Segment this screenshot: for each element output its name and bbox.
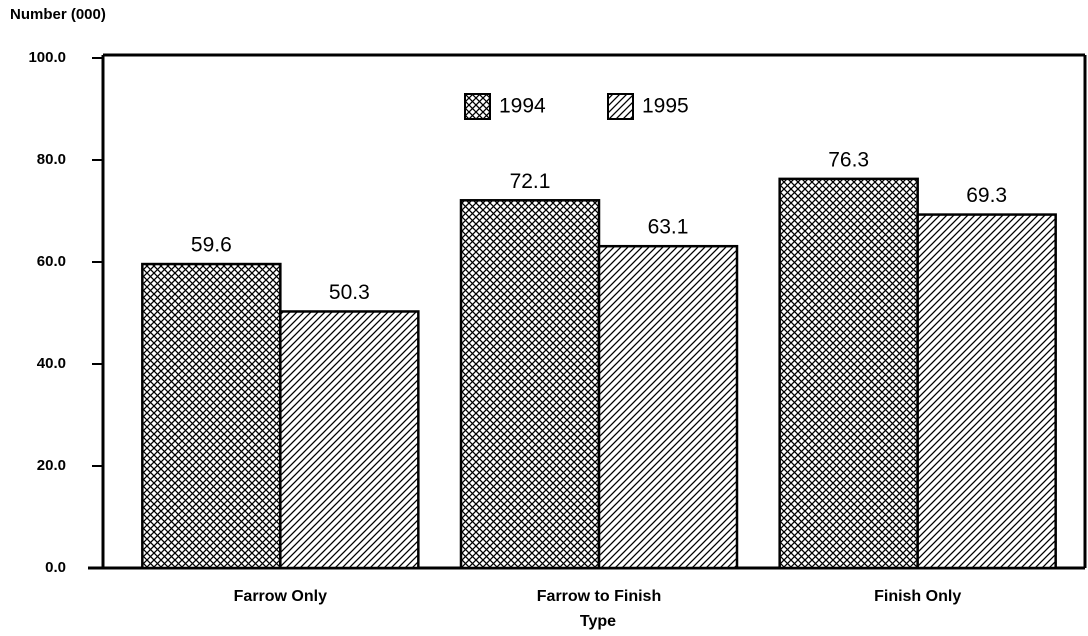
value-label: 69.3 [966, 184, 1007, 207]
x-axis-label: Type [580, 613, 616, 630]
y-tick-label: 40.0 [37, 355, 66, 372]
y-tick-label: 80.0 [37, 151, 66, 168]
bar [141, 262, 282, 570]
value-label: 72.1 [510, 170, 551, 193]
value-label: 63.1 [648, 216, 689, 239]
value-label: 76.3 [828, 148, 869, 171]
x-tick-label: Farrow Only [234, 588, 327, 605]
bar [279, 310, 420, 570]
bar [597, 244, 739, 570]
y-tick-label: 20.0 [37, 457, 66, 474]
x-tick-label: Finish Only [874, 588, 961, 605]
legend-label: 1995 [642, 95, 689, 118]
bar [916, 213, 1057, 570]
legend-swatch [464, 93, 491, 120]
x-tick-label: Farrow to Finish [537, 588, 661, 605]
legend-label: 1994 [499, 95, 546, 118]
bar [459, 199, 601, 570]
y-tick-label: 100.0 [28, 49, 66, 66]
y-tick-label: 0.0 [45, 559, 66, 576]
value-label: 59.6 [191, 234, 232, 257]
legend-swatch [607, 93, 634, 120]
bar [778, 177, 919, 570]
value-label: 50.3 [329, 281, 370, 304]
y-axis-label: Number (000) [10, 6, 106, 23]
y-tick-label: 60.0 [37, 253, 66, 270]
